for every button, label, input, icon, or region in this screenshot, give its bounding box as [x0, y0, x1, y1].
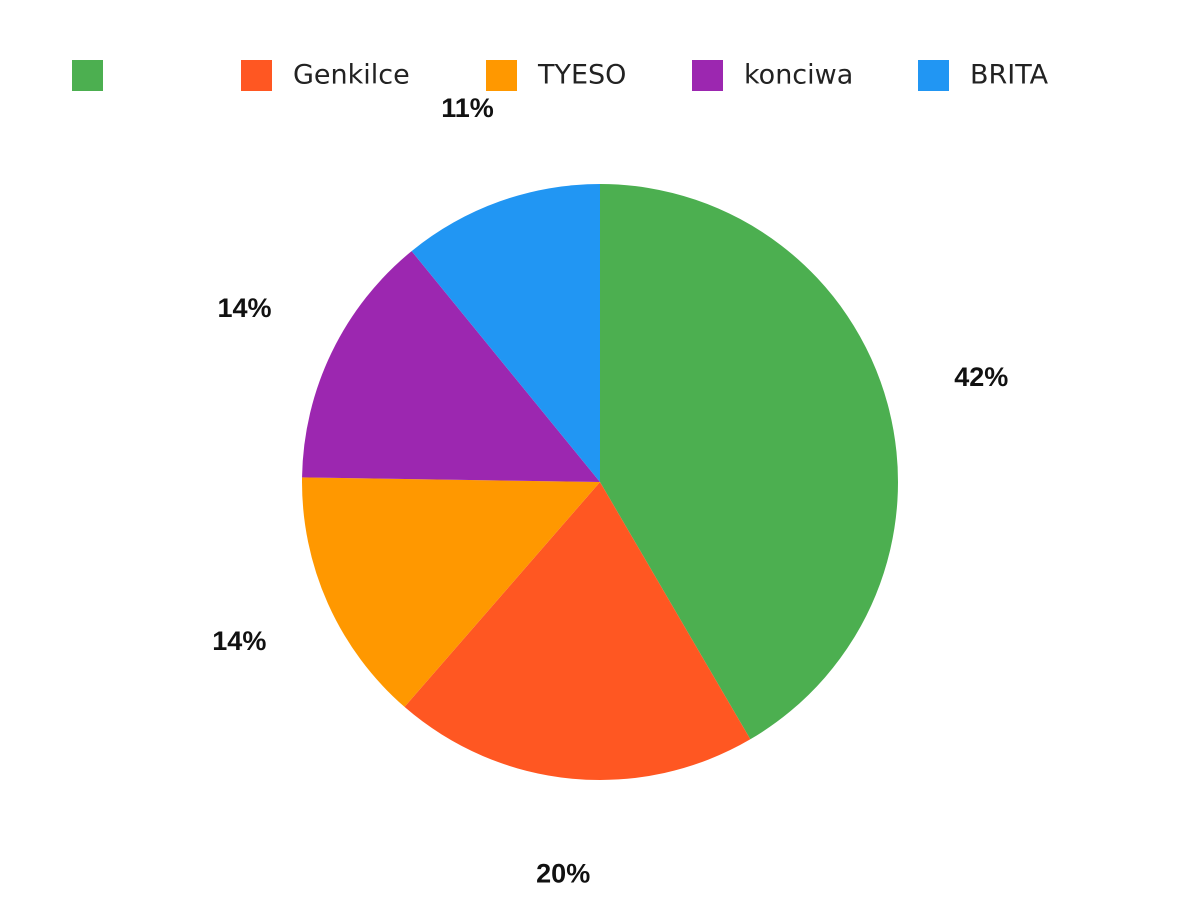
pie-slice: [302, 477, 600, 707]
pie-slice: [411, 184, 600, 482]
legend-label: Genkilce: [293, 60, 410, 91]
data-label: 14%: [212, 626, 266, 656]
legend-swatch: [918, 60, 949, 91]
legend-swatch: [241, 60, 272, 91]
data-label: 42%: [954, 362, 1008, 392]
data-label: 11%: [441, 93, 494, 123]
pie-slice: [404, 482, 751, 781]
pie-slice: [302, 251, 600, 482]
legend-swatch: [692, 60, 723, 91]
legend-swatch: [72, 60, 103, 91]
legend-label: konciwa: [744, 60, 853, 91]
data-label: 14%: [217, 293, 271, 323]
pie-slice: [600, 184, 898, 740]
legend-label: BRITA: [970, 60, 1049, 91]
legend-label: TYESO: [537, 60, 626, 91]
data-label: 20%: [536, 858, 590, 888]
legend-swatch: [486, 60, 517, 91]
